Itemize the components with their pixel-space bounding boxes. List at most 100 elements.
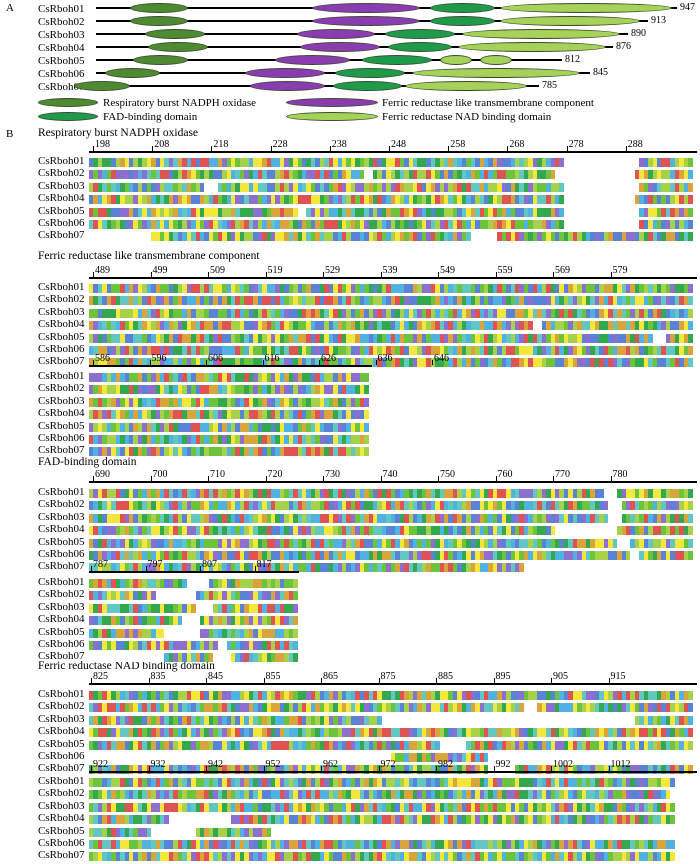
domain-resp: [74, 81, 130, 91]
ruler-position-label: 855: [265, 671, 281, 682]
alignment-row: [89, 651, 299, 663]
alignment-sequence-name: CsRboh01: [38, 370, 85, 382]
ruler-position-label: 787: [93, 559, 108, 570]
ruler-tick: [208, 476, 209, 481]
ruler-position-label: 835: [150, 671, 166, 682]
ruler-tick: [150, 476, 152, 481]
alignment-sequence-name: CsRboh07: [38, 355, 85, 368]
position-ruler: [89, 571, 299, 573]
ruler-position-label: 1012: [610, 759, 631, 770]
alignment-sequence-name: CsRboh02: [38, 588, 85, 601]
domain-nad: [458, 42, 606, 52]
section-title-nad: Ferric reductase NAD binding domain: [38, 660, 215, 672]
ruler-position-label: 489: [95, 265, 110, 276]
ruler-tick: [208, 272, 209, 277]
ruler-tick: [380, 272, 382, 277]
legend-swatch-nad: [286, 112, 378, 121]
alignment-row: [89, 408, 372, 420]
ruler-position-label: 952: [265, 759, 281, 770]
ruler-tick: [378, 678, 380, 683]
ruler-position-label: 720: [267, 469, 283, 480]
alignment-sequence-name: CsRboh02: [38, 700, 85, 713]
alignment-row: [89, 627, 299, 638]
alignment-row: [89, 524, 697, 536]
ruler-position-label: 228: [272, 139, 288, 150]
alignment-sequence-name: CsRboh06: [38, 638, 85, 650]
ruler-tick: [610, 476, 612, 481]
position-ruler: [89, 683, 697, 685]
alignment-row: [89, 589, 299, 601]
ruler-tick: [270, 146, 272, 151]
alignment-sequence-name: CsRboh02: [38, 293, 85, 306]
alignment-sequence-name: CsRboh02: [38, 382, 85, 395]
ruler-position-label: 905: [553, 671, 568, 682]
alignment-row: [89, 487, 697, 498]
domain-ferric_tm: [312, 3, 420, 13]
alignment-row: [89, 614, 299, 626]
domain-ferric_tm: [245, 68, 325, 78]
ruler-position-label: 218: [213, 139, 229, 150]
ruler-position-label: 258: [450, 139, 466, 150]
ruler-tick: [495, 272, 497, 277]
alignment-row: [89, 739, 697, 750]
alignment-sequence-name: CsRboh03: [38, 179, 85, 192]
alignment-sequence-name: CsRboh06: [38, 217, 85, 229]
alignment-row: [89, 577, 299, 588]
ruler-tick: [148, 766, 150, 771]
ruler-position-label: 646: [434, 353, 449, 364]
alignment-sequence-name: CsRboh07: [38, 229, 85, 242]
ruler-position-label: 238: [331, 139, 347, 150]
alignment-sequence-name: CsRboh07: [38, 650, 85, 663]
alignment-row: [89, 776, 697, 787]
protein-length-6: 845: [593, 67, 608, 78]
ruler-tick: [211, 146, 213, 151]
alignment-sequence-name: CsRboh04: [38, 613, 85, 626]
ruler-tick: [206, 766, 207, 771]
alignment-sequence-name: CsRboh01: [38, 775, 85, 787]
ruler-tick: [263, 766, 265, 771]
domain-resp: [130, 16, 188, 26]
domain-resp: [145, 29, 205, 39]
ruler-tick: [551, 678, 552, 683]
alignment-row: [89, 639, 299, 650]
alignment-row: [89, 181, 697, 192]
position-ruler: [89, 771, 697, 773]
legend-swatch-ferric-tm: [286, 98, 378, 107]
ruler-tick: [265, 272, 267, 277]
ruler-tick: [495, 476, 497, 481]
ruler-tick: [321, 678, 322, 683]
section-title-fad: FAD-binding domain: [38, 456, 137, 468]
domain-fad: [362, 55, 432, 65]
ruler-tick: [608, 766, 610, 771]
ruler-position-label: 248: [391, 139, 406, 150]
alignment-sequence-name: CsRboh07: [38, 849, 85, 862]
alignment-row: [89, 537, 697, 548]
ruler-tick: [93, 272, 94, 277]
ruler-tick: [553, 272, 554, 277]
domain-nad: [500, 16, 640, 26]
protein-name-6: CsRboh06: [38, 68, 85, 80]
alignment-sequence-name: CsRboh07: [38, 444, 85, 457]
domain-fad: [388, 42, 452, 52]
position-ruler: [89, 365, 372, 367]
protein-name-5: CsRboh05: [38, 55, 85, 67]
alignment-sequence-name: CsRboh06: [38, 432, 85, 444]
ruler-position-label: 825: [93, 671, 108, 682]
ruler-tick: [610, 272, 612, 277]
domain-fad: [430, 16, 495, 26]
alignment-row: [89, 168, 697, 180]
protein-name-3: CsRboh03: [38, 29, 85, 41]
ruler-position-label: 730: [325, 469, 340, 480]
alignment-row: [89, 499, 697, 511]
alignment-sequence-name: CsRboh06: [38, 548, 85, 560]
ruler-tick: [319, 360, 320, 365]
alignment-sequence-name: CsRboh03: [38, 799, 85, 812]
alignment-row: [89, 319, 697, 331]
ruler-tick: [254, 566, 256, 571]
legend-swatch-fad: [38, 112, 98, 121]
ruler-tick: [380, 476, 382, 481]
position-ruler: [89, 277, 697, 279]
legend-resp-label: Respiratory burst NADPH oxidase: [103, 97, 257, 109]
ruler-tick: [145, 566, 147, 571]
ruler-tick: [152, 146, 154, 151]
